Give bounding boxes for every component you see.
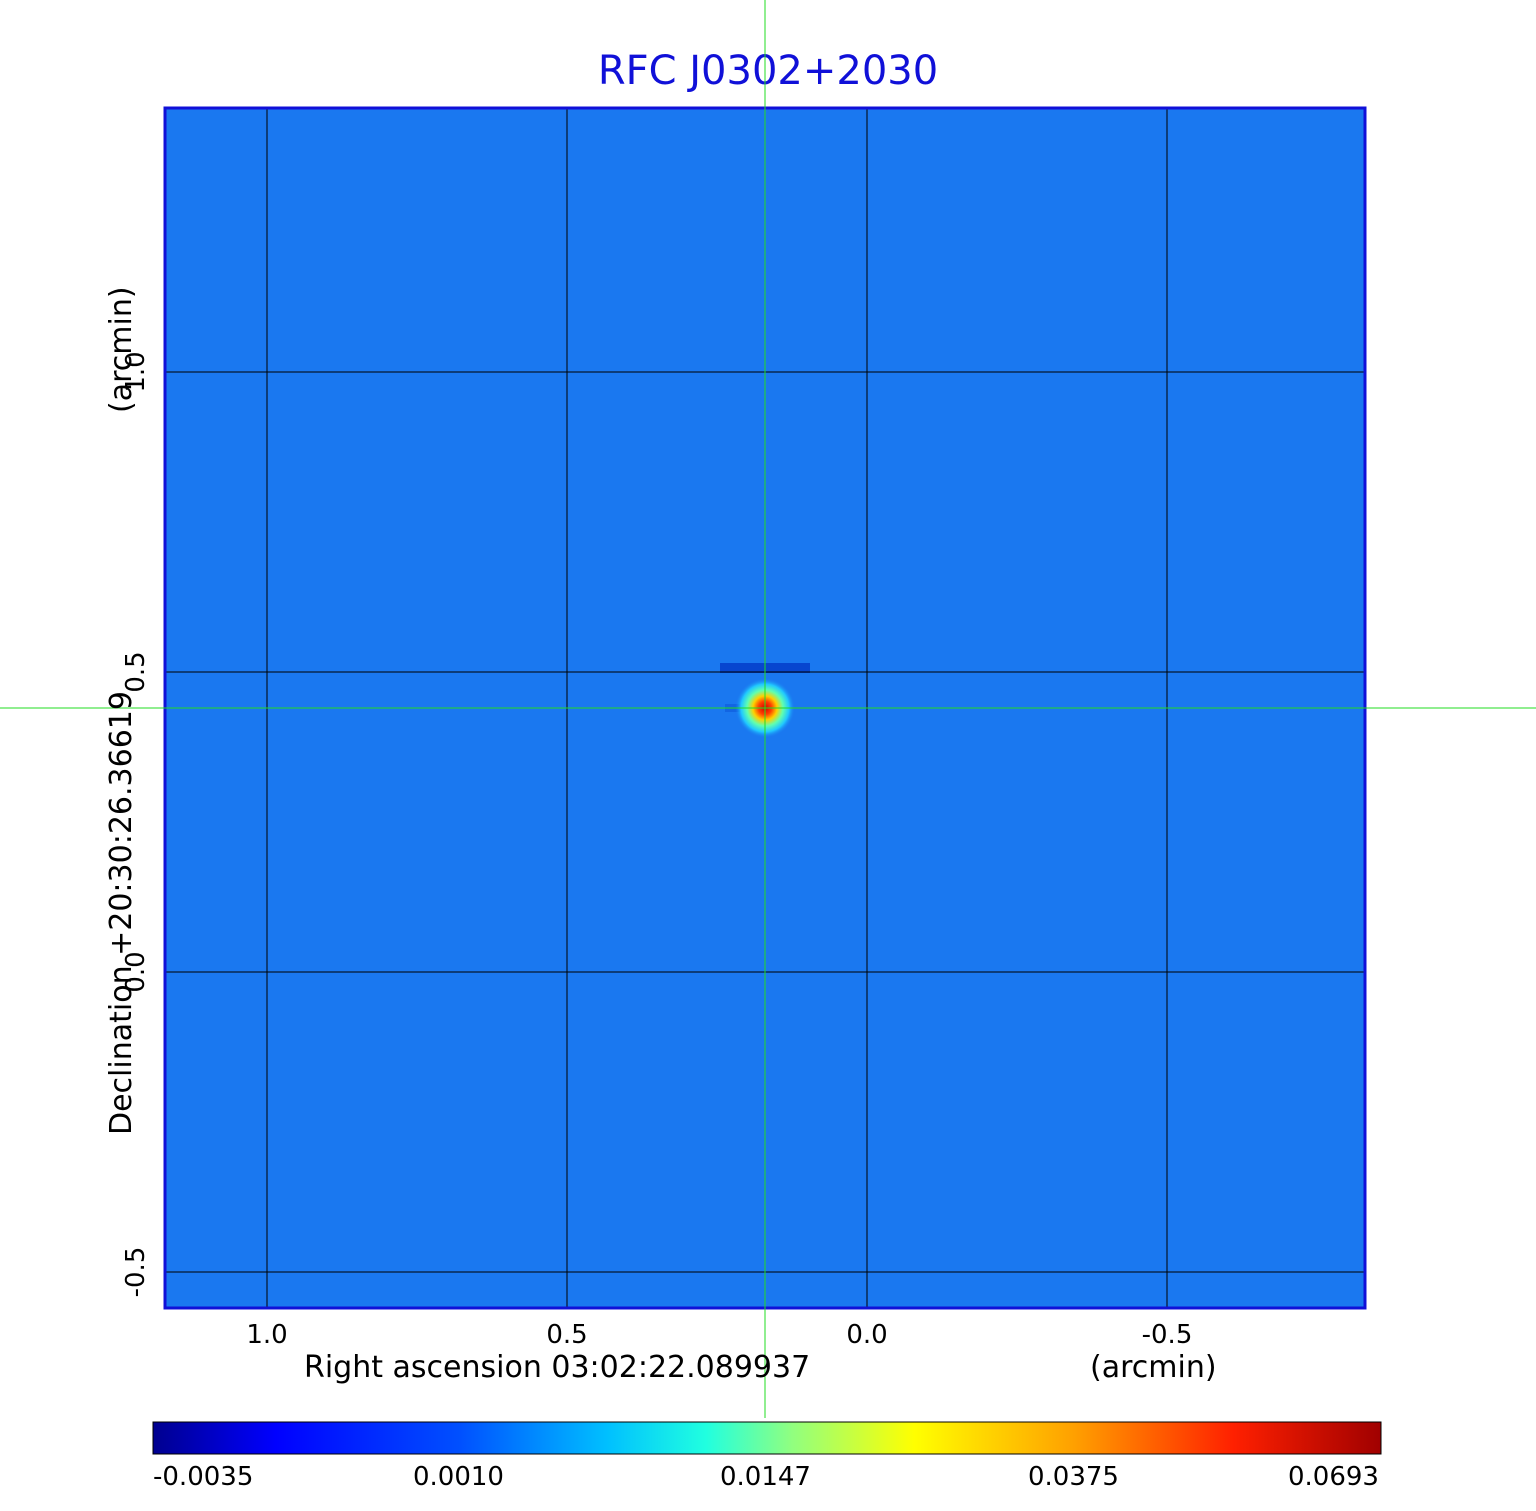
x-axis-unit: (arcmin)	[1090, 1350, 1217, 1385]
y-tick-label: -0.5	[121, 1246, 151, 1298]
x-tick-label: 1.0	[246, 1320, 288, 1350]
colorbar-tick-label: 0.0147	[720, 1462, 811, 1492]
x-tick-label: 0.5	[546, 1320, 588, 1350]
x-tick-label: 0.0	[846, 1320, 888, 1350]
colorbar-tick-label: 0.0375	[1028, 1462, 1119, 1492]
x-tick-label: -0.5	[1141, 1320, 1193, 1350]
colorbar	[152, 1421, 1382, 1455]
y-axis-unit: (arcmin)	[104, 286, 139, 413]
colorbar-tick-label: 0.0010	[413, 1462, 504, 1492]
y-tick-label: 0.5	[121, 651, 151, 693]
colorbar-tick-label: 0.0693	[1288, 1462, 1379, 1492]
y-axis-label: Declination +20:30:26.36619	[104, 691, 139, 1135]
chart-title: RFC J0302+2030	[597, 48, 939, 94]
colorbar-tick-label: -0.0035	[153, 1462, 254, 1492]
x-axis-label: Right ascension 03:02:22.089937	[304, 1350, 811, 1385]
